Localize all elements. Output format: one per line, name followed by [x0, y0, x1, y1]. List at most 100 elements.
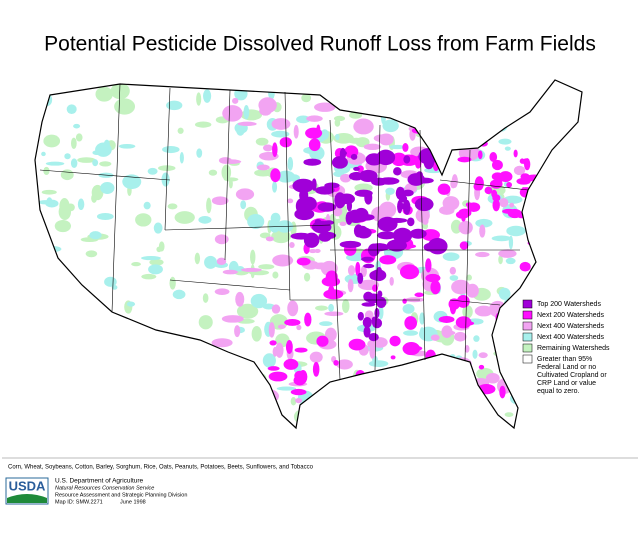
watershed: [430, 334, 440, 341]
watershed: [496, 350, 512, 356]
watershed: [312, 361, 320, 377]
watershed: [258, 264, 275, 270]
watershed: [211, 338, 233, 348]
watershed: [129, 392, 144, 406]
watershed: [361, 390, 369, 403]
watershed: [463, 384, 470, 394]
watershed: [303, 232, 320, 248]
watershed: [289, 241, 295, 249]
watershed: [283, 358, 299, 370]
watershed: [348, 171, 365, 181]
watershed: [506, 225, 526, 237]
watershed: [85, 250, 98, 258]
watershed: [260, 410, 279, 416]
watershed: [484, 186, 493, 195]
watershed: [271, 229, 292, 244]
watershed: [236, 303, 259, 319]
watershed: [235, 291, 245, 307]
watershed: [504, 412, 514, 417]
watershed: [44, 245, 62, 253]
watershed: [293, 409, 310, 424]
watershed: [447, 378, 454, 391]
watershed: [418, 396, 429, 410]
watershed: [162, 145, 180, 154]
watershed: [141, 256, 161, 261]
watershed: [371, 316, 378, 325]
footer-line: Natural Resources Conservation Service: [55, 485, 154, 491]
watershed: [440, 387, 450, 396]
watershed: [356, 227, 372, 239]
watershed: [62, 286, 81, 296]
watershed: [375, 90, 382, 99]
watershed: [504, 321, 516, 337]
watershed: [347, 265, 356, 276]
watershed: [250, 293, 268, 309]
watershed: [135, 213, 152, 227]
watershed: [457, 156, 472, 163]
watershed: [311, 220, 332, 234]
watershed: [424, 390, 432, 400]
watershed: [243, 105, 250, 120]
watershed: [425, 273, 441, 283]
legend-label: Top 200 Watersheds: [537, 301, 601, 308]
watershed: [362, 316, 372, 328]
watershed: [287, 156, 294, 171]
watershed: [339, 147, 347, 161]
watershed: [324, 311, 344, 317]
watershed: [454, 331, 467, 342]
watershed: [378, 305, 384, 320]
watershed: [77, 198, 85, 211]
watershed: [165, 401, 171, 410]
watershed: [440, 386, 458, 393]
watershed: [389, 144, 405, 150]
watershed: [306, 115, 323, 122]
watershed: [376, 149, 396, 166]
watershed: [399, 389, 407, 402]
watershed: [393, 167, 402, 176]
watershed: [368, 333, 379, 342]
watershed: [409, 228, 427, 239]
watershed: [104, 276, 117, 287]
watershed: [498, 138, 512, 145]
watershed: [166, 100, 183, 111]
watershed: [169, 276, 176, 290]
watershed: [445, 392, 459, 402]
watershed: [489, 152, 498, 162]
watershed: [232, 97, 239, 104]
watershed: [419, 327, 425, 339]
watershed: [360, 265, 367, 278]
watershed: [235, 188, 255, 201]
watershed: [503, 319, 512, 329]
watershed: [268, 322, 275, 338]
watershed: [122, 393, 138, 403]
watershed: [369, 243, 390, 252]
watershed: [441, 135, 450, 148]
watershed: [126, 400, 135, 416]
watershed: [427, 238, 448, 255]
watershed: [335, 133, 340, 141]
watershed: [428, 411, 447, 419]
watershed: [319, 231, 337, 240]
watershed: [293, 124, 299, 139]
watershed: [91, 328, 111, 333]
watershed: [475, 251, 490, 258]
watershed: [249, 372, 262, 378]
watershed: [373, 134, 391, 143]
legend-swatch: [522, 299, 533, 309]
watershed: [370, 269, 387, 282]
watershed: [498, 255, 503, 265]
watershed: [147, 167, 158, 175]
watershed: [430, 280, 441, 295]
watershed: [492, 199, 500, 212]
watershed: [113, 338, 131, 351]
watershed: [451, 279, 471, 295]
watershed: [92, 159, 99, 167]
watershed: [353, 118, 374, 135]
watershed: [271, 118, 291, 130]
watershed: [315, 305, 328, 311]
watershed: [485, 373, 500, 384]
legend-swatch: [522, 354, 533, 364]
watershed: [379, 102, 387, 114]
watershed: [272, 254, 294, 267]
watershed: [389, 276, 394, 286]
